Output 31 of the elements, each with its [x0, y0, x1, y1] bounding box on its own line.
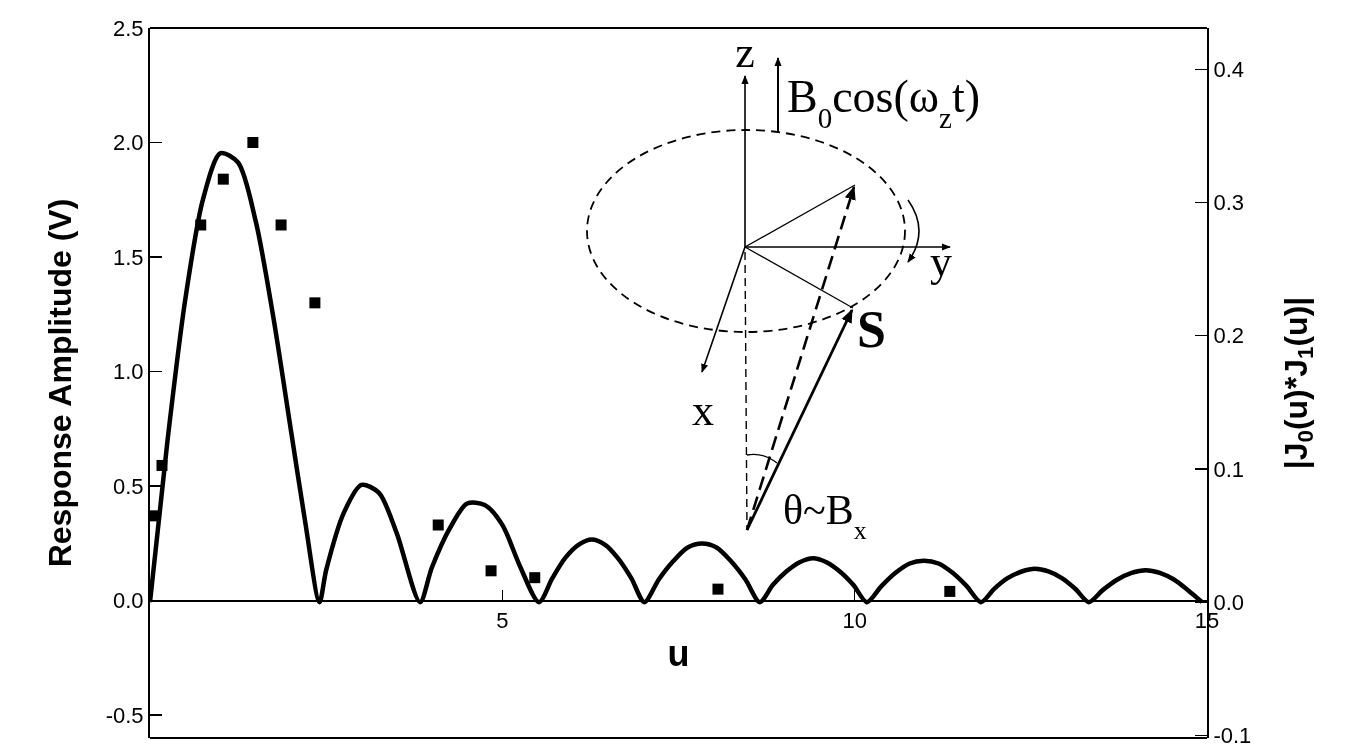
- point: [309, 297, 321, 309]
- x-tick-label: 5: [496, 607, 509, 633]
- y-tick-label: -0.5: [105, 702, 144, 728]
- annotation: z: [735, 28, 755, 77]
- y2-tick-label: 0.1: [1213, 456, 1244, 482]
- point: [275, 219, 287, 231]
- y2-tick-label: -0.1: [1213, 723, 1252, 749]
- y-tick-label: 2.5: [113, 15, 144, 41]
- point: [432, 519, 444, 531]
- y-tick-label: 0.5: [113, 473, 144, 499]
- annotation: y: [930, 237, 952, 286]
- point: [529, 572, 541, 584]
- y2-tick-label: 0.2: [1213, 323, 1244, 349]
- point: [944, 585, 956, 597]
- y2-tick-label: 0.4: [1213, 56, 1244, 82]
- point: [217, 173, 229, 185]
- point: [485, 565, 497, 577]
- annotation: S: [857, 301, 886, 358]
- y-tick-label: 2.0: [113, 130, 144, 156]
- y-axis-title: Response Amplitude (V): [42, 198, 79, 568]
- x-tick-label: 10: [842, 607, 867, 633]
- annotation: B$_{0}$cos(ω$_{z}$t): [787, 71, 981, 134]
- y-tick-label: 0.0: [113, 588, 144, 614]
- y-tick-label: 1.5: [113, 244, 144, 270]
- point: [712, 583, 724, 595]
- annotation: θ~B$_{x}$: [783, 487, 867, 545]
- y-tick-label: 1.0: [113, 359, 144, 385]
- annotation: x: [692, 386, 714, 435]
- y2-tick-label: 0.3: [1213, 190, 1244, 216]
- point: [247, 137, 259, 149]
- x-axis-title: u: [667, 633, 690, 675]
